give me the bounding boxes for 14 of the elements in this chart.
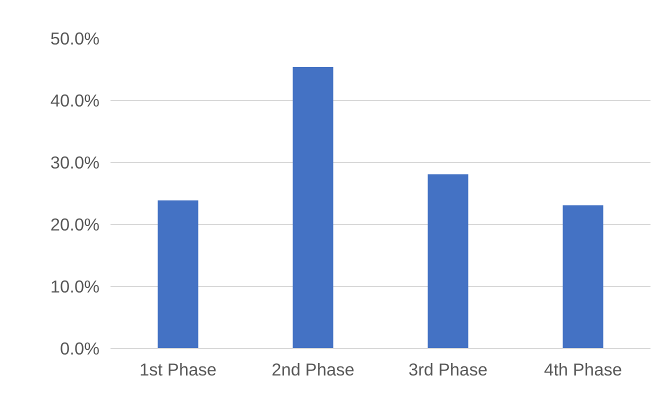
x-tick-label: 2nd Phase: [272, 360, 354, 380]
bar: [158, 200, 198, 348]
x-tick-label: 1st Phase: [139, 360, 217, 380]
y-tick-label: 0.0%: [60, 338, 100, 358]
y-tick-label: 10.0%: [50, 276, 100, 296]
y-tick-label: 30.0%: [50, 152, 100, 172]
x-tick-label: 4th Phase: [544, 360, 622, 380]
bar: [562, 205, 604, 348]
bar: [428, 174, 468, 348]
bar: [292, 67, 334, 348]
y-tick-label: 20.0%: [50, 214, 100, 234]
y-tick-label: 40.0%: [50, 90, 100, 110]
y-tick-label: 50.0%: [50, 28, 100, 48]
x-tick-label: 3rd Phase: [408, 360, 488, 380]
